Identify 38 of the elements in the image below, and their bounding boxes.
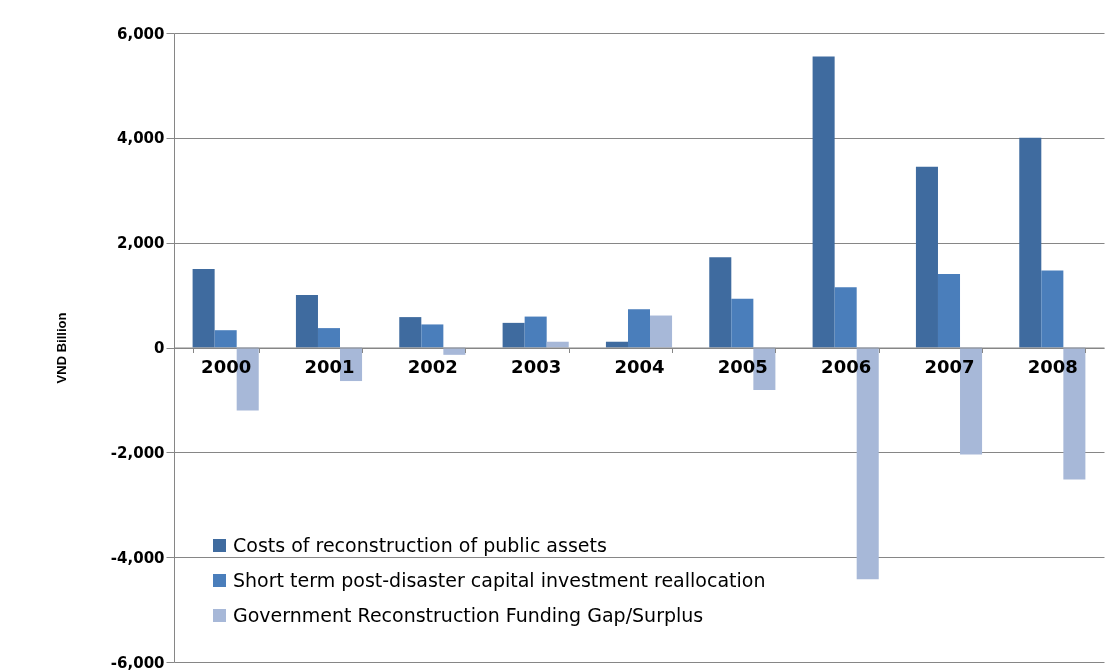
bar [214,330,237,348]
y-tick-label: -2,000 [110,443,165,462]
x-tick-label: 2003 [511,356,562,377]
bar [1019,137,1042,348]
bar [834,287,857,348]
bar [709,257,732,348]
x-tick-label: 2006 [821,356,872,377]
y-tick-label: 6,000 [117,24,165,43]
x-tick-label: 2004 [614,356,665,377]
x-tick-label: 2001 [304,356,355,377]
x-tick-label: 2002 [407,356,458,377]
bar [421,324,444,348]
bar [502,322,525,348]
bar [731,298,754,348]
legend-label: Short term post-disaster capital investment reallocation [233,568,766,591]
y-tick-label: 0 [154,339,165,357]
bar [524,316,547,348]
x-tick-label: 2007 [924,356,975,377]
bar [295,295,318,348]
bar [627,309,651,348]
bar [937,274,961,348]
bar [399,317,422,348]
legend-label: Government Reconstruction Funding Gap/Surplus [233,603,704,626]
y-tick-label: -4,000 [110,548,165,567]
x-tick-label: 2000 [201,356,252,377]
y-tick-label: -6,000 [110,653,165,671]
legend-label: Costs of reconstruction of public assets [233,533,607,556]
bar [1041,270,1064,348]
y-tick-label: 2,000 [117,234,165,253]
x-tick-label: 2005 [717,356,768,377]
bar [650,315,673,348]
x-tick-label: 2008 [1027,356,1078,377]
bar [915,166,938,348]
bar [812,56,835,348]
y-tick-label: 4,000 [117,129,165,148]
y-axis-title: VND Billion [53,312,69,384]
bar [192,268,215,348]
bar [317,328,341,348]
